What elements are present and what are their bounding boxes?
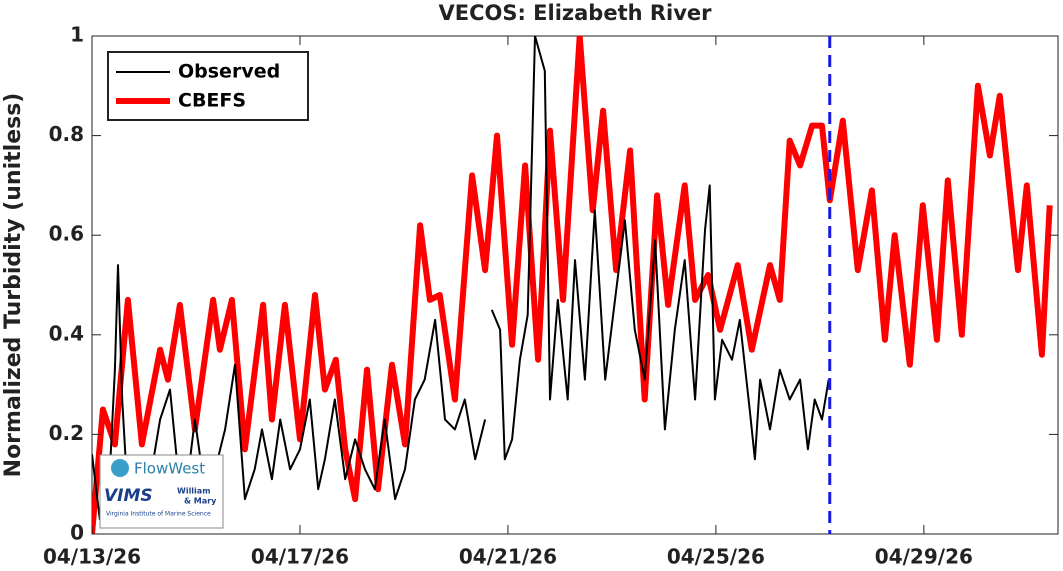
logo: FlowWest VIMS William & Mary Virginia In… (99, 454, 224, 529)
x-tick-label: 04/21/26 (459, 545, 557, 569)
chart-title: VECOS: Elizabeth River (438, 1, 712, 25)
logo-institute: Virginia Institute of Marine Science (106, 511, 211, 518)
y-tick-label: 0.6 (49, 222, 84, 246)
y-axis-label: Normalized Turbidity (unitless) (1, 93, 26, 478)
logo-school: William (177, 487, 211, 496)
x-tick-label: 04/29/26 (875, 545, 973, 569)
logo-icon (111, 459, 129, 477)
x-tick-label: 04/13/26 (43, 545, 141, 569)
logo-school: & Mary (184, 497, 217, 506)
y-tick-label: 0.2 (49, 421, 84, 445)
logo-box (99, 454, 224, 529)
y-tick-label: 1 (70, 23, 84, 47)
legend-label: Observed (178, 61, 280, 83)
legend-label: CBEFS (178, 90, 246, 112)
series-line (92, 36, 1053, 534)
y-tick-label: 0 (70, 521, 84, 545)
x-tick-label: 04/17/26 (251, 545, 349, 569)
legend-box (107, 51, 309, 121)
logo-brand: FlowWest (134, 460, 205, 478)
x-tick-label: 04/25/26 (667, 545, 765, 569)
logo-vims: VIMS (104, 486, 153, 506)
y-tick-label: 0.8 (49, 122, 84, 146)
y-tick-label: 0.4 (49, 321, 84, 345)
